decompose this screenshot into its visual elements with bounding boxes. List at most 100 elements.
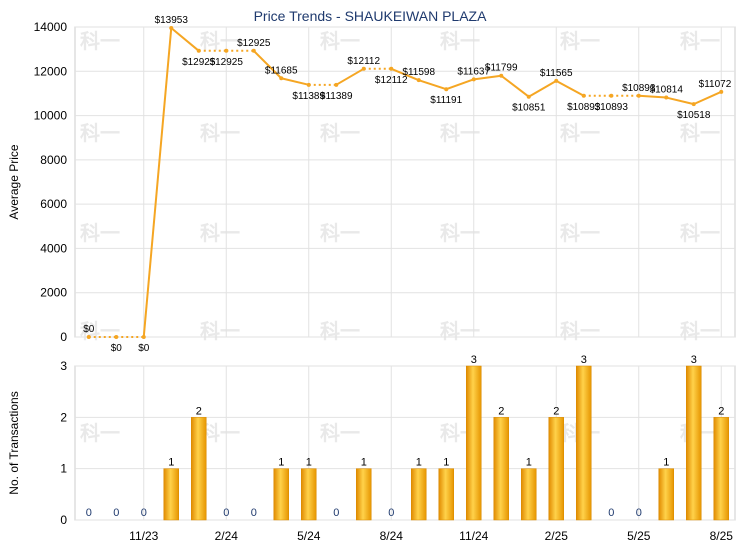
watermark-text: 科一: [200, 221, 240, 245]
watermark-text: 科一: [560, 121, 600, 145]
price-y-axis-label: Average Price: [7, 144, 21, 219]
x-tick-label: 11/24: [459, 529, 488, 543]
price-data-label: $0: [111, 343, 123, 354]
transactions-y-tick-label: 3: [60, 359, 67, 373]
transaction-bar: [356, 468, 372, 521]
watermark-text: 科一: [320, 221, 360, 245]
x-tick-label: 2/25: [545, 529, 569, 543]
watermark-text: 科一: [320, 121, 360, 145]
transaction-bar: [191, 417, 207, 521]
transaction-count-label: 1: [361, 457, 367, 469]
price-data-label: $11598: [402, 67, 435, 78]
transaction-count-label: 0: [636, 507, 642, 519]
price-data-label: $11685: [265, 65, 298, 76]
price-point: [306, 82, 311, 87]
transaction-count-label: 0: [388, 507, 394, 519]
x-tick-label: 8/25: [710, 529, 734, 543]
transactions-y-tick-label: 2: [60, 410, 67, 424]
price-point: [416, 78, 421, 83]
price-data-label: $12925: [210, 57, 244, 68]
transaction-bar: [438, 468, 454, 521]
price-line-segment: [666, 96, 694, 106]
transaction-count-label: 1: [443, 457, 449, 469]
price-data-label: $10893: [595, 102, 629, 113]
x-tick-label: 8/24: [380, 529, 404, 543]
price-point: [444, 87, 449, 92]
transaction-count-label: 1: [663, 457, 669, 469]
price-point: [471, 77, 476, 82]
price-line-segment: [693, 90, 722, 106]
price-data-label: $12112: [375, 75, 408, 86]
price-data-label: $11565: [540, 68, 573, 79]
watermark-text: 科一: [80, 221, 120, 245]
watermark-text: 科一: [200, 121, 240, 145]
transaction-count-label: 0: [141, 507, 147, 519]
price-line-segment: [555, 80, 585, 97]
x-tick-label: 11/23: [129, 529, 158, 543]
transaction-count-label: 0: [223, 507, 229, 519]
transactions-y-ticks: 0 1 2 3: [60, 359, 67, 527]
price-point: [691, 102, 696, 107]
price-line-segment: [170, 27, 200, 52]
x-axis-ticks: 11/23 2/24 5/24 8/24 11/24 2/25 5/25 8/25: [129, 529, 733, 543]
price-point: [526, 94, 531, 99]
price-point: [499, 73, 504, 78]
transaction-count-label: 2: [553, 405, 559, 417]
transactions-y-axis-label: No. of Transactions: [7, 391, 21, 494]
price-point: [196, 48, 201, 53]
transaction-bar: [548, 417, 564, 521]
price-point: [251, 48, 256, 53]
watermark-text: 科一: [560, 319, 600, 343]
price-data-label: $10518: [677, 110, 711, 121]
transaction-bar: [273, 468, 289, 521]
transaction-count-label: 1: [168, 457, 174, 469]
watermark-text: 科一: [200, 421, 240, 445]
transaction-bar: [301, 468, 317, 521]
price-y-tick-label: 8000: [40, 153, 67, 167]
price-data-label: $0: [83, 324, 95, 335]
transactions-y-tick-label: 0: [60, 513, 67, 527]
price-line-segment: [418, 79, 447, 91]
watermark-text: 科一: [200, 29, 240, 53]
price-point: [334, 82, 339, 87]
transaction-count-label: 2: [498, 405, 504, 417]
price-point: [609, 93, 614, 98]
watermark-text: 科一: [80, 421, 120, 445]
transaction-count-label: 3: [471, 354, 477, 366]
price-data-label: $11389: [320, 91, 353, 102]
price-data-label: $10893: [622, 83, 656, 94]
watermark-text: 科一: [680, 121, 720, 145]
transaction-count-label: 2: [718, 405, 724, 417]
x-tick-label: 2/24: [215, 529, 239, 543]
price-y-tick-label: 12000: [34, 64, 68, 78]
price-data-label: $11389: [292, 91, 325, 102]
price-y-tick-label: 0: [60, 330, 67, 344]
price-data-label: $11072: [699, 79, 732, 90]
transaction-bar: [713, 417, 729, 521]
price-line-segment: [500, 74, 530, 98]
price-line-segment: [142, 27, 173, 338]
price-point: [664, 95, 669, 100]
transaction-count-label: 0: [86, 507, 92, 519]
transaction-bars: 0 0 0 1 2 0 0 1 1 0 1 0 1 1 3 2 1 2 3 0 0 1 3 2: [86, 354, 729, 521]
price-data-label: $11637: [457, 66, 490, 77]
price-line-segment: [473, 74, 502, 81]
price-point: [389, 66, 394, 71]
watermark-text: 科一: [80, 319, 120, 343]
watermark-text: 科一: [560, 29, 600, 53]
watermark-text: 科一: [80, 121, 120, 145]
price-data-label: $10851: [512, 103, 546, 114]
transaction-bar: [658, 468, 674, 521]
price-y-tick-label: 2000: [40, 286, 67, 300]
price-line-segment: [335, 67, 365, 86]
price-line-layer: $0$0 $0$13953$12925$12925$12925$11685$113…: [83, 15, 732, 354]
price-line-segment: [390, 67, 420, 82]
price-grid: [74, 26, 736, 338]
transaction-count-label: 0: [608, 507, 614, 519]
price-point: [86, 335, 91, 339]
price-data-label: $12925: [182, 57, 216, 68]
transactions-grid: [74, 365, 736, 521]
price-y-ticks: 0 2000 4000 6000 8000 10000 12000 14000: [34, 20, 68, 344]
watermark-text: 科一: [200, 319, 240, 343]
